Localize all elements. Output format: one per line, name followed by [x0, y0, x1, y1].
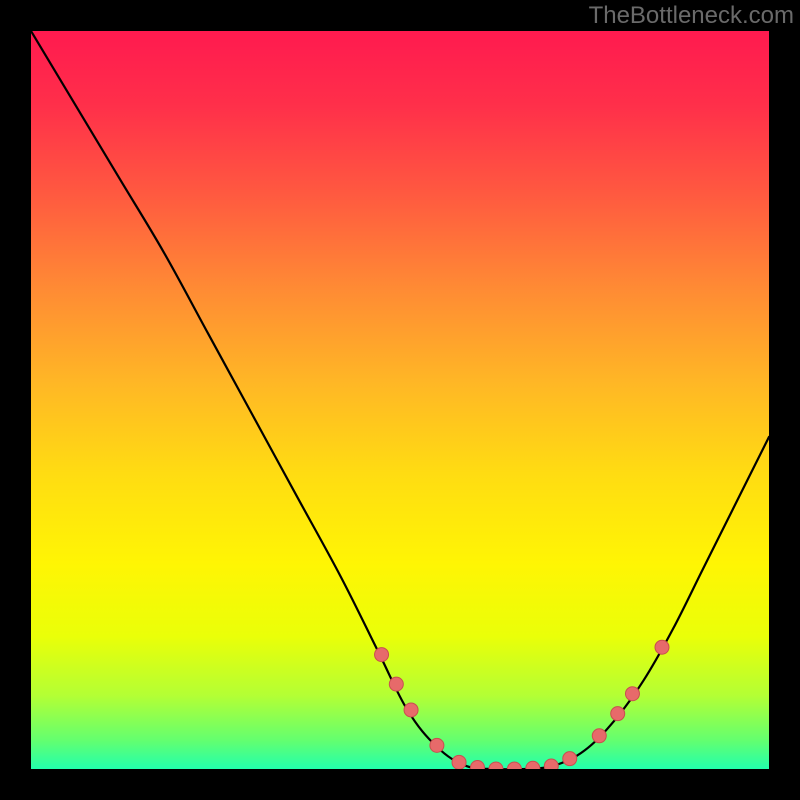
plot-area — [31, 31, 769, 769]
data-marker — [470, 761, 484, 769]
data-marker — [452, 755, 466, 769]
marker-group — [375, 640, 669, 769]
data-marker — [563, 752, 577, 766]
data-marker — [489, 762, 503, 769]
data-marker — [611, 707, 625, 721]
data-marker — [544, 759, 558, 769]
bottleneck-curve — [31, 31, 769, 769]
data-marker — [375, 648, 389, 662]
data-marker — [430, 738, 444, 752]
watermark-text: TheBottleneck.com — [589, 0, 800, 30]
curve-layer — [31, 31, 769, 769]
chart-stage: TheBottleneck.com — [0, 0, 800, 800]
data-marker — [389, 677, 403, 691]
data-marker — [625, 687, 639, 701]
data-marker — [507, 762, 521, 769]
data-marker — [404, 703, 418, 717]
data-marker — [526, 761, 540, 769]
data-marker — [592, 729, 606, 743]
data-marker — [655, 640, 669, 654]
